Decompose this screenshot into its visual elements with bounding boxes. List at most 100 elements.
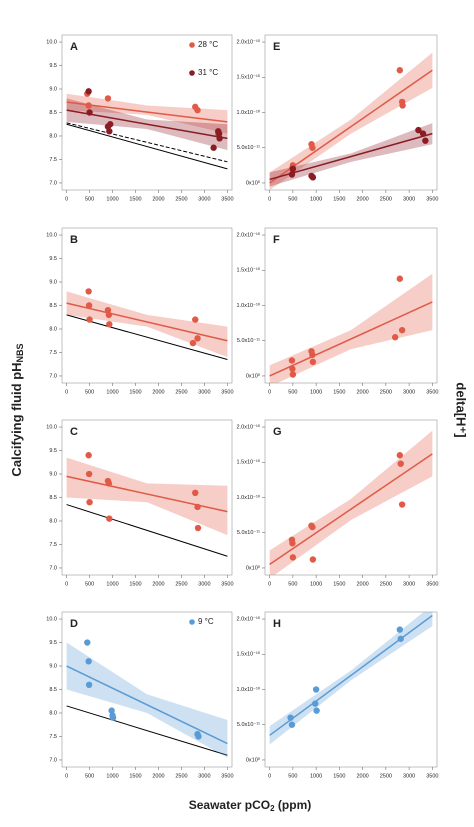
plot-area <box>66 639 228 758</box>
data-point <box>215 130 223 137</box>
data-point <box>85 102 92 109</box>
x-tick-label: 500 <box>288 196 297 202</box>
x-tick-label: 1000 <box>310 773 322 779</box>
x-tick-label: 3500 <box>426 389 438 395</box>
data-point <box>309 351 316 359</box>
panel: F 0x10⁰ 5.0x10⁻¹¹ 1.0x10⁻¹⁰ 1.5x10⁻¹⁰ 2.0x10⁻… <box>237 227 438 395</box>
panel: G 0x10⁰ 5.0x10⁻¹¹ 1.0x10⁻¹⁰ 1.5x10⁻¹⁰ 2.0x10⁻… <box>237 419 438 587</box>
legend-marker <box>189 42 195 48</box>
x-tick-label: 500 <box>85 389 94 395</box>
x-tick-label: 1500 <box>333 773 345 779</box>
panel-label: G <box>273 426 282 438</box>
x-tick-label: 1000 <box>310 196 322 202</box>
y-tick-label: 1.5x10⁻¹⁰ <box>237 74 261 81</box>
data-point <box>194 503 201 511</box>
data-point <box>106 321 113 328</box>
x-tick-label: 1500 <box>333 389 345 395</box>
x-tick-label: 3500 <box>426 773 438 779</box>
data-point <box>396 67 404 74</box>
y-tick-label: 2.0x10⁻¹⁰ <box>237 38 261 45</box>
x-tick-label: 1000 <box>310 389 322 395</box>
x-tick-label: 3000 <box>403 196 415 202</box>
data-point <box>85 302 93 309</box>
y-tick-label: 9.5 <box>49 640 57 646</box>
y-tick-label: 9.0 <box>49 471 57 477</box>
y-tick-label: 5.0x10⁻¹¹ <box>237 338 260 344</box>
y-tick-label: 10.0 <box>46 616 57 622</box>
data-point <box>210 144 217 151</box>
x-tick-label: 500 <box>288 773 297 779</box>
y-tick-label: 8.0 <box>49 133 57 139</box>
data-point <box>288 171 296 178</box>
data-point <box>309 556 317 563</box>
data-point <box>106 128 113 135</box>
x-tick-label: 1500 <box>129 773 141 779</box>
x-tick-label: 0 <box>268 581 271 587</box>
data-point <box>287 714 294 721</box>
x-tick-label: 3000 <box>403 581 415 587</box>
data-point <box>415 126 422 134</box>
data-point <box>289 165 297 173</box>
fit-line <box>66 475 228 513</box>
y-tick-label: 7.0 <box>49 373 57 379</box>
panel-label: H <box>273 618 281 630</box>
y-label-sub: NBS <box>15 343 25 362</box>
x-tick-label: 500 <box>288 389 297 395</box>
panel: C 7.0 7.5 8.0 8.5 9.0 9.5 10.0 0 500 1000 1500 2000 2… <box>46 419 234 587</box>
data-point <box>107 121 114 128</box>
x-tick-label: 0 <box>65 581 68 587</box>
data-point <box>391 334 399 341</box>
x-tick-label: 2000 <box>356 773 368 779</box>
y-tick-label: 0x10⁰ <box>246 372 261 379</box>
data-point <box>86 109 93 116</box>
x-tick-label: 1500 <box>333 581 345 587</box>
data-point <box>109 714 117 721</box>
x-tick-label: 2000 <box>152 389 164 395</box>
panel: A 7.0 7.5 8.0 8.5 9.0 9.5 10.0 0 500 1000 1500 2000 2… <box>46 34 234 202</box>
x-tick-label: 2500 <box>175 773 187 779</box>
data-point <box>194 335 201 342</box>
data-point <box>289 365 296 373</box>
y-tick-label: 9.5 <box>49 448 57 454</box>
y-tick-label: 9.0 <box>49 663 57 669</box>
confidence-band <box>269 430 433 575</box>
x-tick-label: 2500 <box>380 773 392 779</box>
panel-label: C <box>70 426 78 438</box>
y-tick-label: 0x10⁰ <box>246 564 261 571</box>
x-tick-label: 2000 <box>356 389 368 395</box>
y-tick-label: 7.5 <box>49 350 57 356</box>
x-tick-label: 3500 <box>426 196 438 202</box>
x-tick-label: 2500 <box>175 389 187 395</box>
x-label-sub: 2 <box>270 804 275 813</box>
y-tick-label: 8.5 <box>49 303 57 309</box>
data-point <box>289 371 297 378</box>
data-point <box>85 288 92 295</box>
fit-line <box>269 614 433 736</box>
x-tick-label: 2500 <box>175 196 187 202</box>
data-point <box>422 137 429 144</box>
fit-line <box>66 101 228 123</box>
data-point <box>313 707 320 714</box>
x-tick-label: 1000 <box>310 581 322 587</box>
data-point <box>309 144 316 151</box>
data-point <box>396 626 404 633</box>
y-tick-label: 5.0x10⁻¹¹ <box>237 722 260 728</box>
panel-label: A <box>70 41 78 53</box>
data-point <box>105 480 113 487</box>
y-tick-label: 0x10⁰ <box>246 756 261 763</box>
data-point <box>397 460 404 467</box>
panel-label: D <box>70 618 78 630</box>
y-tick-label: 1.0x10⁻¹⁰ <box>237 686 261 693</box>
x-tick-label: 0 <box>268 773 271 779</box>
data-point <box>189 339 197 347</box>
x-tick-label: 2500 <box>380 581 392 587</box>
data-point <box>397 635 404 642</box>
y-tick-label: 7.0 <box>49 757 57 763</box>
x-tick-label: 0 <box>268 389 271 395</box>
x-axis-label: Seawater pCO2 (ppm) <box>189 798 311 813</box>
panel-label: E <box>273 41 280 53</box>
x-tick-label: 2000 <box>152 773 164 779</box>
legend-label: 28 °C <box>198 40 218 49</box>
data-point <box>85 88 92 95</box>
